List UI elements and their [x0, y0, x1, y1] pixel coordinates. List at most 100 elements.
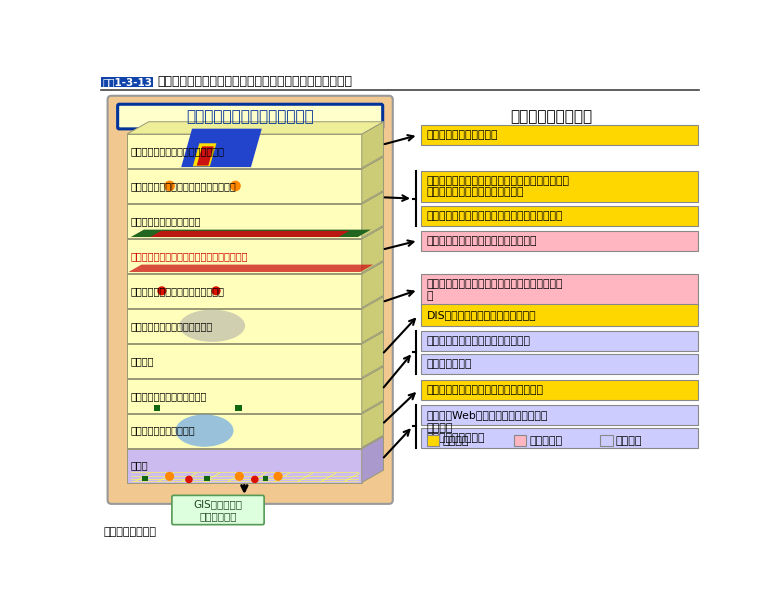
Circle shape: [212, 287, 220, 294]
Polygon shape: [127, 367, 384, 379]
Polygon shape: [127, 157, 384, 169]
Text: 事前入力: 事前入力: [616, 436, 643, 446]
Circle shape: [165, 181, 174, 190]
Circle shape: [158, 287, 165, 294]
Polygon shape: [127, 379, 362, 412]
FancyBboxPatch shape: [101, 76, 154, 88]
Text: 警察庁，消防庁で把握した被害情報等を入力可
能: 警察庁，消防庁で把握した被害情報等を入力可 能: [427, 279, 563, 300]
FancyBboxPatch shape: [420, 405, 698, 425]
Circle shape: [252, 476, 258, 482]
Polygon shape: [143, 476, 148, 481]
FancyBboxPatch shape: [420, 171, 698, 202]
Polygon shape: [197, 146, 214, 166]
Text: 拠点位置（病院，避難所等）: 拠点位置（病院，避難所等）: [130, 390, 207, 401]
Polygon shape: [362, 297, 384, 343]
Polygon shape: [362, 436, 384, 482]
Polygon shape: [127, 332, 384, 344]
Polygon shape: [362, 192, 384, 238]
Polygon shape: [362, 261, 384, 308]
FancyBboxPatch shape: [420, 125, 698, 145]
Text: （凡例）: （凡例）: [427, 423, 453, 433]
FancyBboxPatch shape: [420, 274, 698, 306]
Text: 河川・湖沼・海洋の情報: 河川・湖沼・海洋の情報: [130, 425, 195, 436]
Text: 自動受信: 自動受信: [442, 436, 469, 446]
Text: DISの推計震度分布を自動的に受信: DISの推計震度分布を自動的に受信: [427, 310, 537, 320]
FancyBboxPatch shape: [420, 304, 698, 326]
Text: 発災状況（火災，地すべり等）: 発災状況（火災，地すべり等）: [130, 321, 212, 330]
Polygon shape: [127, 274, 362, 308]
Polygon shape: [263, 476, 268, 481]
FancyBboxPatch shape: [420, 231, 698, 250]
Polygon shape: [127, 226, 384, 239]
Text: 現在共有可能な情報: 現在共有可能な情報: [510, 109, 592, 124]
Text: 気象庁から自動的に受信: 気象庁から自動的に受信: [427, 130, 498, 140]
Text: 固定・携帯電話の通信状況を入力可能: 固定・携帯電話の通信状況を入力可能: [427, 236, 537, 245]
Polygon shape: [127, 344, 362, 378]
Text: 総合防災情報システムにおいて共有される情報のイメージ: 総合防災情報システムにおいて共有される情報のイメージ: [158, 75, 353, 88]
Polygon shape: [362, 367, 384, 412]
FancyBboxPatch shape: [118, 104, 383, 129]
Polygon shape: [362, 122, 384, 168]
Text: 地形図: 地形図: [130, 461, 147, 471]
Polygon shape: [127, 261, 384, 274]
Polygon shape: [204, 476, 210, 481]
Polygon shape: [127, 192, 384, 204]
Circle shape: [231, 181, 240, 190]
Polygon shape: [127, 309, 362, 343]
Polygon shape: [129, 264, 374, 272]
Polygon shape: [154, 405, 160, 411]
Polygon shape: [127, 414, 362, 447]
Text: 気象状況（雨量，注意報，警報等）: 気象状況（雨量，注意報，警報等）: [130, 146, 224, 156]
Circle shape: [165, 472, 173, 480]
FancyBboxPatch shape: [420, 206, 698, 226]
Text: 防災情報共有プラットフォーム: 防災情報共有プラットフォーム: [186, 109, 314, 124]
FancyBboxPatch shape: [172, 495, 264, 524]
Text: 国土交通省から河川情報を自動的に受信: 国土交通省から河川情報を自動的に受信: [427, 385, 544, 395]
Ellipse shape: [179, 310, 245, 342]
Text: 部隊配置状況（警察，消防，自衛隊等）: 部隊配置状況（警察，消防，自衛隊等）: [130, 181, 236, 191]
Polygon shape: [362, 332, 384, 378]
Text: 図表1-3-13: 図表1-3-13: [103, 77, 153, 87]
Polygon shape: [236, 405, 242, 411]
Polygon shape: [127, 204, 362, 238]
FancyBboxPatch shape: [420, 330, 698, 351]
FancyBboxPatch shape: [601, 435, 613, 446]
Polygon shape: [127, 401, 384, 414]
Text: 出典：内閣府資料: 出典：内閣府資料: [104, 528, 157, 537]
Circle shape: [275, 472, 282, 480]
Ellipse shape: [176, 414, 233, 447]
FancyBboxPatch shape: [420, 428, 698, 447]
Circle shape: [186, 476, 192, 482]
Polygon shape: [127, 122, 384, 134]
Text: 震度分布: 震度分布: [130, 356, 154, 366]
Polygon shape: [127, 297, 384, 309]
Polygon shape: [181, 129, 262, 167]
FancyBboxPatch shape: [427, 435, 439, 446]
Polygon shape: [193, 143, 216, 166]
FancyBboxPatch shape: [514, 435, 526, 446]
Polygon shape: [362, 226, 384, 273]
Polygon shape: [127, 239, 362, 273]
Text: 電子国土Webシステム背景地図を搭載: 電子国土Webシステム背景地図を搭載: [427, 409, 548, 420]
FancyBboxPatch shape: [420, 380, 698, 400]
FancyBboxPatch shape: [108, 95, 393, 504]
Text: 東京電力，関西電力，中国電力，四国電力，九州
電力から停電情報を自動的に受信: 東京電力，関西電力，中国電力，四国電力，九州 電力から停電情報を自動的に受信: [427, 176, 570, 198]
Circle shape: [236, 472, 243, 480]
FancyBboxPatch shape: [420, 354, 698, 374]
Text: 被災状況（建築物被害，人的被害）: 被災状況（建築物被害，人的被害）: [130, 286, 224, 296]
Polygon shape: [127, 169, 362, 203]
Polygon shape: [151, 231, 349, 237]
Text: 病院，避難所，学校等の位置を搭載: 病院，避難所，学校等の位置を搭載: [427, 335, 531, 346]
Text: ライフライン等状況（電力，ガス，水道等）: ライフライン等状況（電力，ガス，水道等）: [130, 251, 247, 261]
Polygon shape: [127, 436, 384, 449]
Polygon shape: [362, 401, 384, 447]
Polygon shape: [127, 449, 362, 482]
Text: GISにより総合
化された情報: GISにより総合 化された情報: [193, 499, 243, 521]
Text: 具体計画を搭載: 具体計画を搭載: [427, 359, 473, 368]
Text: 交通状況（道路，鉄道等）: 交通状況（道路，鉄道等）: [130, 216, 200, 226]
Text: 東京ガスからガス供給停止情報を自動的に受信: 東京ガスからガス供給停止情報を自動的に受信: [427, 211, 563, 221]
Polygon shape: [131, 230, 371, 237]
Text: 災害時入力: 災害時入力: [529, 436, 562, 446]
Text: 人工衛星画像を搭載: 人工衛星画像を搭載: [427, 433, 485, 442]
Polygon shape: [362, 157, 384, 203]
